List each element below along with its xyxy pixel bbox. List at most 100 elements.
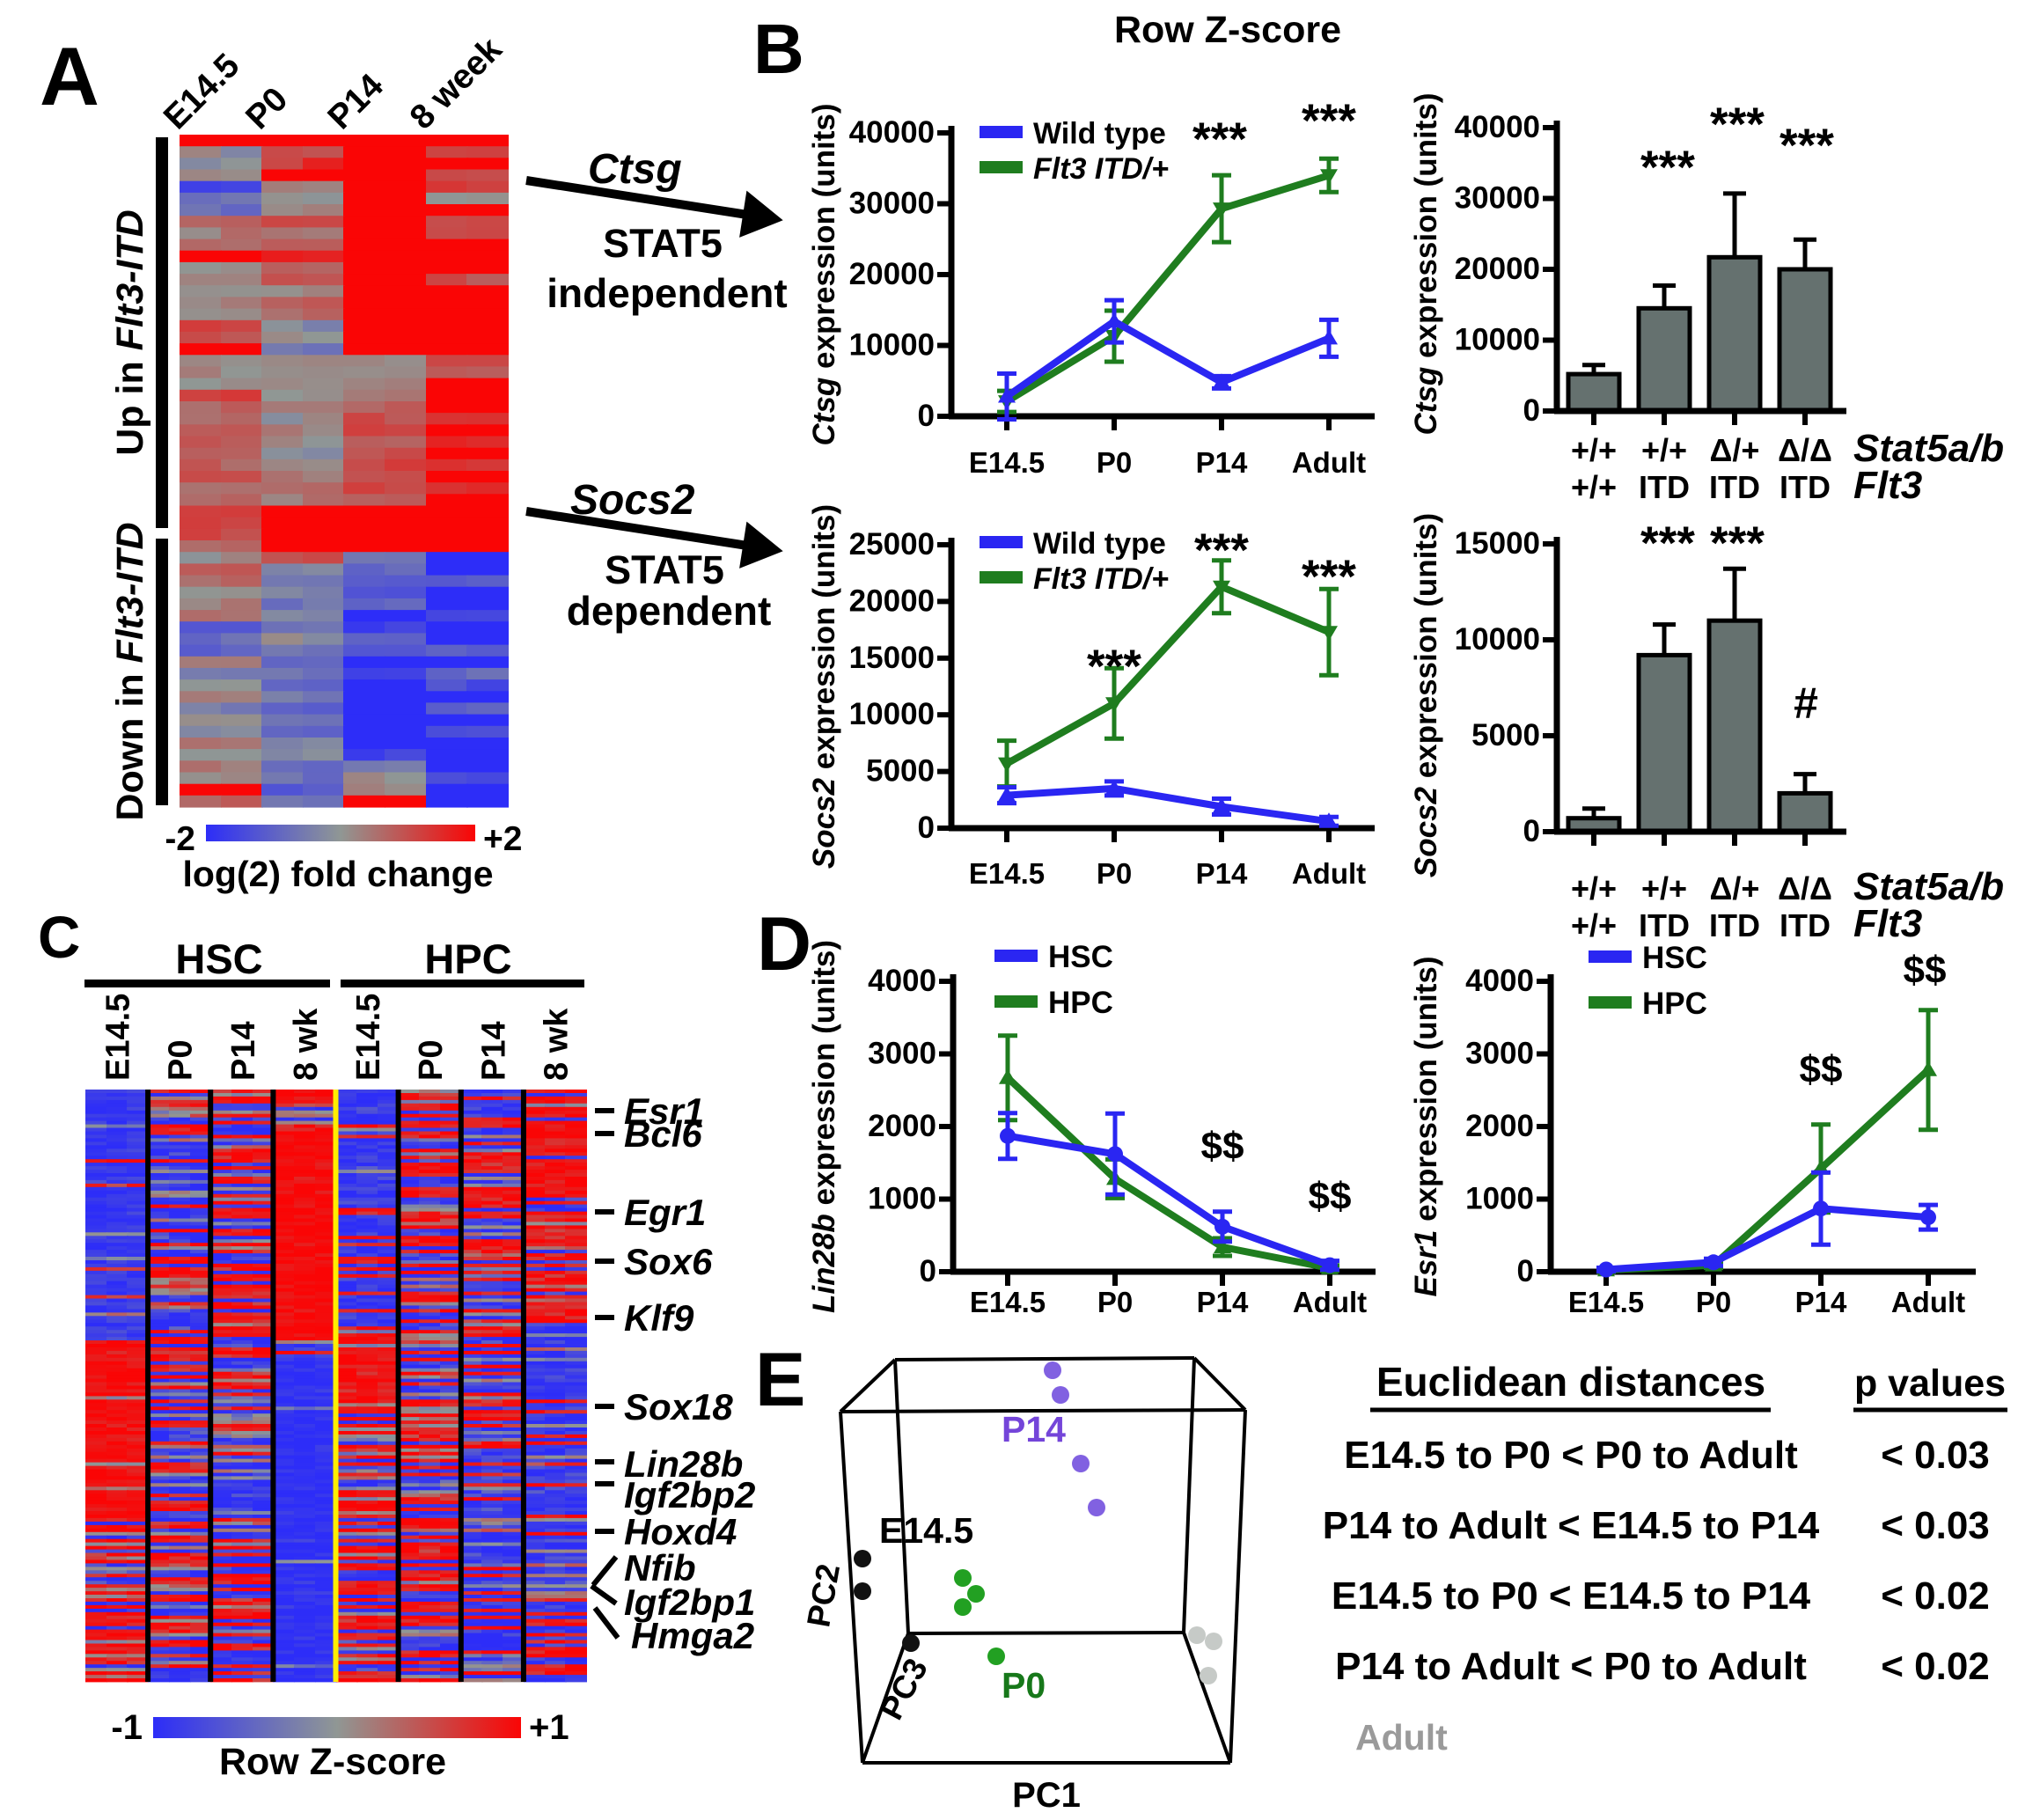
svg-text:Up in Flt3-ITD: Up in Flt3-ITD bbox=[109, 209, 151, 455]
svg-text:Adult: Adult bbox=[1891, 1286, 1965, 1318]
svg-text:Igf2bp2: Igf2bp2 bbox=[624, 1474, 755, 1515]
svg-text:Wild type: Wild type bbox=[1033, 117, 1166, 150]
svg-text:P0: P0 bbox=[1002, 1665, 1046, 1706]
svg-text:Ctsg expression (units): Ctsg expression (units) bbox=[807, 104, 841, 446]
svg-text:20000: 20000 bbox=[849, 257, 935, 291]
svg-text:Socs2: Socs2 bbox=[570, 477, 695, 524]
svg-text:20000: 20000 bbox=[1455, 252, 1540, 286]
svg-text:Row Z-score: Row Z-score bbox=[219, 1741, 446, 1783]
svg-text:Δ/+: Δ/+ bbox=[1710, 432, 1760, 468]
svg-text:+1: +1 bbox=[529, 1708, 569, 1747]
svg-text:+2: +2 bbox=[483, 820, 522, 858]
svg-text:3000: 3000 bbox=[868, 1037, 936, 1071]
svg-text:STAT5: STAT5 bbox=[605, 547, 724, 592]
svg-text:D: D bbox=[757, 902, 811, 987]
svg-text:Wild type: Wild type bbox=[1033, 527, 1166, 561]
svg-text:10000: 10000 bbox=[1455, 622, 1540, 657]
svg-text:P0: P0 bbox=[163, 1040, 200, 1081]
svg-text:***: *** bbox=[1087, 641, 1141, 693]
svg-text:E14.5: E14.5 bbox=[969, 857, 1045, 890]
svg-text:C: C bbox=[38, 905, 80, 971]
svg-text:Down in Flt3-ITD: Down in Flt3-ITD bbox=[109, 522, 151, 820]
svg-text:30000: 30000 bbox=[849, 187, 935, 221]
svg-text:P14: P14 bbox=[225, 1021, 262, 1081]
svg-text:dependent: dependent bbox=[567, 588, 772, 634]
svg-text:30000: 30000 bbox=[1455, 181, 1540, 216]
svg-text:P14: P14 bbox=[1197, 1286, 1249, 1318]
svg-text:independent: independent bbox=[547, 270, 787, 316]
svg-text:Socs2 expression (units): Socs2 expression (units) bbox=[1409, 513, 1443, 877]
svg-text:HPC: HPC bbox=[424, 936, 511, 982]
svg-text:E14.5: E14.5 bbox=[970, 1286, 1046, 1318]
svg-text:Stat5a/b: Stat5a/b bbox=[1853, 427, 2004, 470]
svg-text:Sox6: Sox6 bbox=[624, 1241, 713, 1282]
svg-text:p values: p values bbox=[1854, 1362, 2006, 1405]
svg-text:***: *** bbox=[1640, 142, 1695, 194]
svg-text:E: E bbox=[755, 1338, 805, 1422]
svg-text:P14: P14 bbox=[1196, 446, 1248, 479]
svg-text:E14.5: E14.5 bbox=[100, 994, 137, 1081]
svg-text:P0: P0 bbox=[1696, 1286, 1731, 1318]
svg-text:Klf9: Klf9 bbox=[624, 1297, 694, 1339]
svg-text:ITD: ITD bbox=[1639, 907, 1690, 943]
svg-text:5000: 5000 bbox=[1471, 718, 1540, 752]
svg-text:Euclidean distances: Euclidean distances bbox=[1376, 1359, 1765, 1405]
svg-text:10000: 10000 bbox=[849, 328, 935, 363]
svg-text:Lin28b expression (units): Lin28b expression (units) bbox=[807, 940, 841, 1313]
svg-text:***: *** bbox=[1780, 120, 1834, 172]
svg-text:Adult: Adult bbox=[1292, 857, 1366, 890]
svg-text:+/+: +/+ bbox=[1571, 469, 1617, 505]
svg-text:P14: P14 bbox=[1795, 1286, 1847, 1318]
svg-text:-2: -2 bbox=[165, 820, 195, 858]
svg-text:***: *** bbox=[1192, 114, 1247, 165]
svg-text:P14: P14 bbox=[1196, 857, 1248, 890]
svg-text:0: 0 bbox=[1523, 393, 1540, 428]
svg-text:4000: 4000 bbox=[1465, 964, 1534, 998]
svg-text:***: *** bbox=[1302, 95, 1356, 147]
svg-text:0: 0 bbox=[1517, 1254, 1534, 1288]
svg-text:Row Z-score: Row Z-score bbox=[1114, 9, 1341, 51]
svg-text:#: # bbox=[1794, 679, 1818, 728]
svg-text:$$: $$ bbox=[1309, 1175, 1352, 1218]
svg-text:Esr1 expression (units): Esr1 expression (units) bbox=[1409, 956, 1443, 1296]
svg-text:***: *** bbox=[1640, 517, 1695, 569]
svg-text:0: 0 bbox=[918, 399, 935, 433]
svg-text:ITD: ITD bbox=[1639, 469, 1690, 505]
svg-text:E14.5 to P0 < P0 to Adult: E14.5 to P0 < P0 to Adult bbox=[1344, 1434, 1798, 1477]
svg-text:E14.5: E14.5 bbox=[879, 1510, 973, 1551]
svg-text:0: 0 bbox=[1523, 814, 1540, 848]
svg-text:Egr1: Egr1 bbox=[624, 1192, 706, 1233]
svg-text:25000: 25000 bbox=[849, 527, 935, 561]
svg-text:+/+: +/+ bbox=[1571, 907, 1617, 943]
svg-text:***: *** bbox=[1194, 525, 1249, 576]
svg-text:Δ/Δ: Δ/Δ bbox=[1778, 432, 1832, 468]
svg-text:Δ/Δ: Δ/Δ bbox=[1778, 870, 1832, 906]
svg-text:Adult: Adult bbox=[1355, 1717, 1448, 1758]
svg-text:P0: P0 bbox=[1097, 446, 1132, 479]
svg-text:ITD: ITD bbox=[1780, 469, 1831, 505]
svg-text:P14: P14 bbox=[1002, 1409, 1066, 1449]
svg-text:2000: 2000 bbox=[868, 1109, 936, 1143]
svg-text:1000: 1000 bbox=[1465, 1182, 1534, 1216]
svg-text:0: 0 bbox=[920, 1254, 936, 1288]
svg-text:Flt3 ITD/+: Flt3 ITD/+ bbox=[1033, 152, 1169, 186]
svg-text:HSC: HSC bbox=[1048, 940, 1113, 974]
svg-text:$$: $$ bbox=[1201, 1125, 1244, 1168]
svg-text:4000: 4000 bbox=[868, 964, 936, 998]
svg-text:0: 0 bbox=[918, 811, 935, 845]
svg-text:P0: P0 bbox=[1097, 857, 1132, 890]
svg-text:E14.5: E14.5 bbox=[969, 446, 1045, 479]
svg-text:Sox18: Sox18 bbox=[624, 1386, 733, 1427]
svg-text:15000: 15000 bbox=[849, 641, 935, 675]
svg-text:3000: 3000 bbox=[1465, 1037, 1534, 1071]
svg-text:HSC: HSC bbox=[175, 936, 262, 982]
svg-text:Δ/+: Δ/+ bbox=[1710, 870, 1760, 906]
svg-text:HSC: HSC bbox=[1642, 941, 1707, 975]
svg-text:10000: 10000 bbox=[1455, 323, 1540, 357]
svg-text:$$: $$ bbox=[1800, 1048, 1843, 1091]
svg-text:***: *** bbox=[1302, 551, 1356, 603]
svg-text:10000: 10000 bbox=[849, 697, 935, 731]
svg-text:ITD: ITD bbox=[1709, 907, 1760, 943]
svg-text:P14 to Adult < P0 to Adult: P14 to Adult < P0 to Adult bbox=[1335, 1645, 1807, 1688]
svg-text:< 0.03: < 0.03 bbox=[1881, 1504, 1990, 1547]
